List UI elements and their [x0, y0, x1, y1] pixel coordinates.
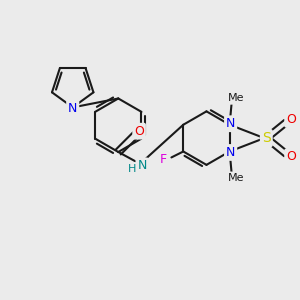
Text: O: O — [134, 125, 144, 138]
Text: Me: Me — [228, 173, 245, 183]
Text: S: S — [262, 131, 271, 145]
Text: Me: Me — [228, 93, 245, 103]
Text: F: F — [160, 153, 167, 166]
Text: H: H — [128, 164, 136, 174]
Text: O: O — [286, 150, 296, 164]
Text: N: N — [226, 146, 235, 159]
Text: N: N — [137, 159, 147, 172]
Text: O: O — [286, 113, 296, 126]
Text: N: N — [68, 102, 77, 115]
Text: N: N — [226, 117, 235, 130]
